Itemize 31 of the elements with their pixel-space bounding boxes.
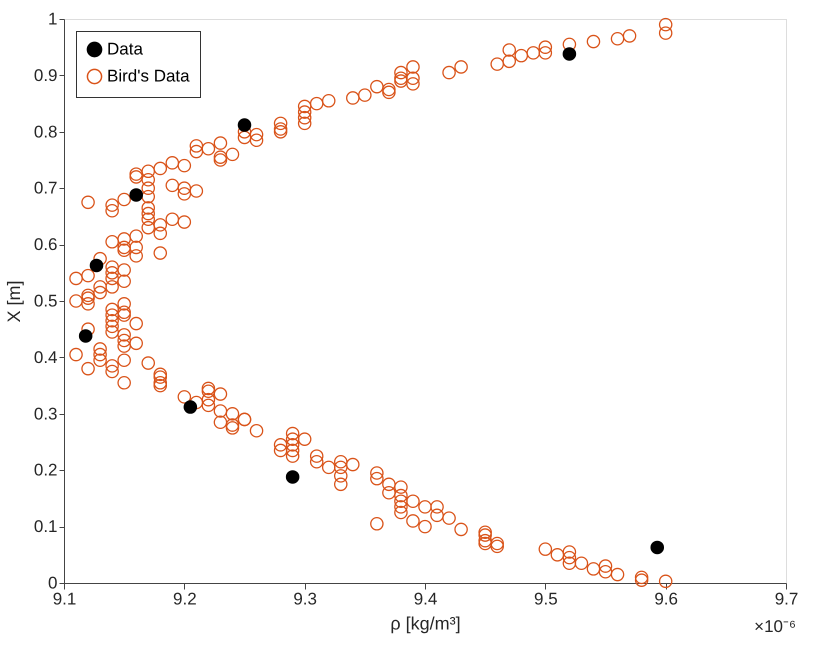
y-tick-label: 0.3	[34, 404, 58, 424]
x-tick-label: 9.7	[774, 590, 798, 608]
y-tick-label: 0.5	[34, 292, 58, 310]
x-tick-label: 9.2	[173, 590, 197, 608]
point	[562, 47, 576, 61]
point	[78, 329, 92, 343]
legend-label: Data	[107, 40, 144, 58]
y-tick-label: 0.7	[34, 178, 58, 198]
y-tick-label: 0.4	[34, 348, 58, 367]
y-tick-label: 0.9	[34, 66, 58, 85]
y-tick-label: 0	[48, 574, 58, 592]
text: ×10⁻⁶	[754, 617, 796, 636]
y-axis-title: X [m]	[4, 280, 24, 323]
x-tick-label: 9.6	[654, 590, 678, 608]
y-tick-label: 0.6	[34, 235, 58, 254]
point	[238, 118, 252, 132]
x-axis-title: ρ [kg/m³]	[390, 614, 461, 634]
y-tick-label: 0.1	[34, 517, 58, 536]
x-tick-label: 9.5	[534, 590, 558, 608]
y-tick-label: 0.2	[34, 460, 58, 480]
point	[286, 470, 300, 484]
x-tick-label: 9.3	[293, 590, 317, 608]
x-tick-label: 9.1	[52, 590, 76, 608]
y-tick-label: 1	[48, 10, 58, 28]
y-tick-label: 0.8	[34, 122, 58, 142]
point	[90, 258, 104, 272]
point	[184, 400, 198, 414]
x-tick-label: 9.4	[414, 590, 438, 608]
point	[129, 188, 143, 202]
point	[650, 540, 664, 554]
legend-label: Bird's Data	[107, 66, 190, 86]
